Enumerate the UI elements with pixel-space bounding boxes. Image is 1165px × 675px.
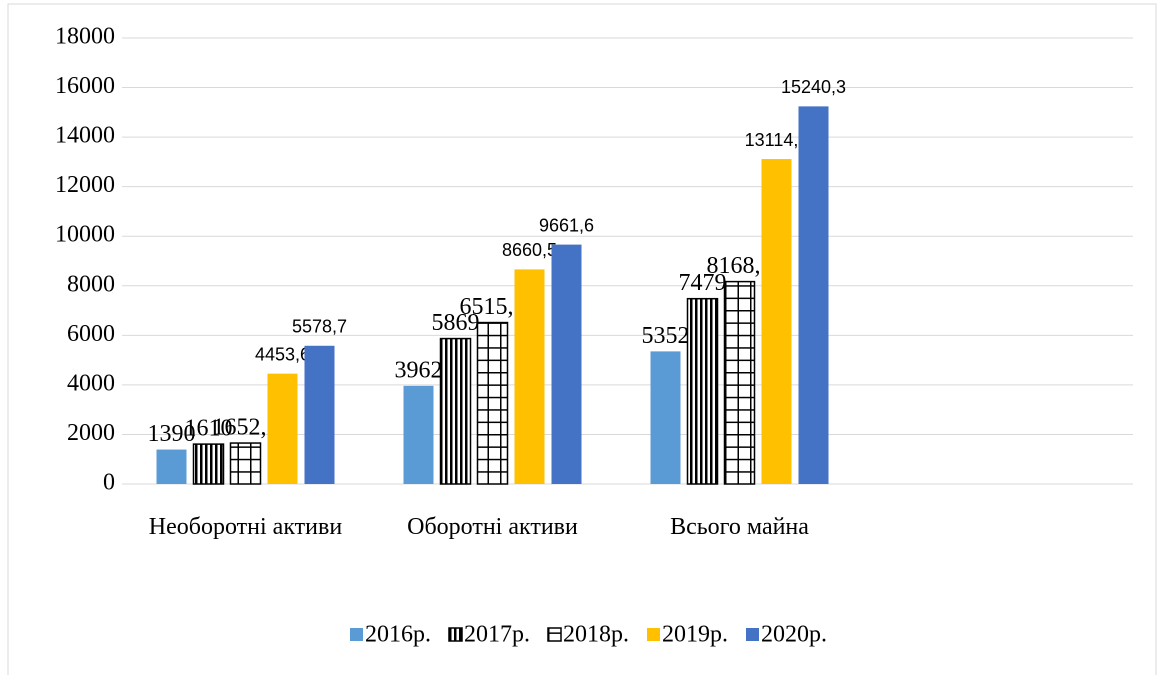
legend-swatch xyxy=(746,628,759,641)
bar xyxy=(229,442,262,485)
y-tick-label: 0 xyxy=(103,470,115,496)
x-tick-label: Оборотні активи xyxy=(407,514,578,540)
x-tick-label-box: Всього майна xyxy=(670,514,809,540)
bar xyxy=(403,385,434,484)
y-tick-label: 2000 xyxy=(67,420,115,446)
legend-label: 2019р. xyxy=(662,622,728,648)
bar xyxy=(267,373,298,484)
x-tick-label: Необоротні активи xyxy=(148,514,343,540)
y-tick-label: 10000 xyxy=(55,222,115,248)
value-label: 5869 xyxy=(432,310,480,336)
bar xyxy=(650,351,681,484)
y-tick-label: 18000 xyxy=(55,24,115,50)
bar xyxy=(156,449,187,484)
value-label: 7479 xyxy=(679,270,727,296)
legend-item: 2019р. xyxy=(647,622,728,648)
value-label: 8660,5 xyxy=(502,240,557,260)
legend-item: 2020р. xyxy=(746,622,827,648)
value-label: 5352 xyxy=(642,323,690,349)
value-label: 4453,6 xyxy=(255,344,310,364)
legend-label: 2020р. xyxy=(761,622,827,648)
legend-swatch xyxy=(350,628,363,641)
y-tick-label: 8000 xyxy=(67,271,115,297)
bar xyxy=(192,443,225,485)
y-tick-label: 4000 xyxy=(67,370,115,396)
legend-item: 2016р. xyxy=(350,622,431,648)
y-tick-label: 16000 xyxy=(55,73,115,99)
value-label: 3962 xyxy=(395,357,443,383)
value-label: 1610 xyxy=(185,416,233,442)
x-tick-label: Всього майна xyxy=(670,514,809,540)
legend-label: 2016р. xyxy=(365,622,431,648)
chart-frame xyxy=(7,3,1157,675)
x-tick-label-box: Оборотні активи xyxy=(407,514,578,540)
bar xyxy=(761,159,792,484)
y-tick-label: 12000 xyxy=(55,172,115,198)
value-label: 13114,1 xyxy=(745,130,809,150)
bar xyxy=(723,280,756,485)
value-label: 9661,6 xyxy=(539,215,594,235)
bar xyxy=(514,269,545,484)
legend-item: 2018р. xyxy=(547,622,629,648)
y-tick-label: 6000 xyxy=(67,321,115,347)
y-tick-label: 14000 xyxy=(55,123,115,149)
value-label: 5578,7 xyxy=(292,317,347,337)
bar xyxy=(686,297,719,485)
bar xyxy=(476,321,509,485)
x-tick-label-box: Необоротні активи xyxy=(148,514,343,540)
legend-item: 2017р. xyxy=(448,622,530,648)
legend-label: 2017р. xyxy=(464,622,530,648)
legend-swatch xyxy=(647,628,660,641)
legend-swatch xyxy=(547,627,562,642)
value-label: 15240,3 xyxy=(781,77,846,97)
bar xyxy=(798,106,829,484)
legend-swatch xyxy=(448,627,463,642)
bar xyxy=(551,244,582,484)
bar xyxy=(304,345,335,484)
bar xyxy=(439,337,472,485)
legend-label: 2018р. xyxy=(563,622,629,648)
value-label: 1390 xyxy=(148,421,196,447)
